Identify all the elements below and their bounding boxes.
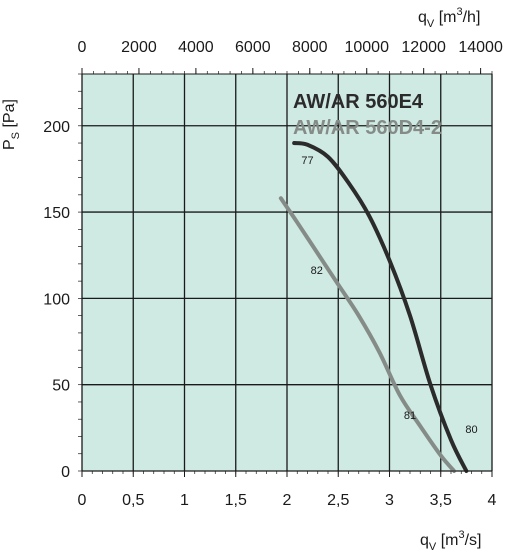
x-top-tick-label: 8000 <box>292 39 328 56</box>
series-group <box>278 141 469 473</box>
y-axis-title: PS [Pa] <box>1 99 22 150</box>
tick-marks <box>78 68 493 477</box>
legend-series-2: AW/AR 560D4-2 <box>293 117 442 139</box>
series-line-2 <box>278 196 457 473</box>
curve-efficiency-label: 80 <box>465 424 477 436</box>
x-top-axis-title: qV [m3/h] <box>418 6 480 30</box>
series-line-1 <box>292 141 469 473</box>
x-top-tick-label: 10000 <box>344 39 389 56</box>
x-bottom-tick-label: 1,5 <box>225 492 247 509</box>
curve-efficiency-label: 81 <box>404 410 416 422</box>
x-top-tick-label: 2000 <box>121 39 157 56</box>
y-tick-label: 0 <box>61 464 70 481</box>
y-tick-label: 150 <box>43 205 70 222</box>
x-top-tick-label: 4000 <box>178 39 214 56</box>
y-tick-label: 50 <box>52 378 70 395</box>
x-top-tick-label: 0 <box>78 39 87 56</box>
x-bottom-tick-label: 4 <box>488 492 497 509</box>
plot-frame <box>81 73 493 472</box>
tick-labels: 0 0,5 1 1,5 2 2,5 3 3,5 40 2000 4000 6000 8000 10000 1… <box>43 39 503 509</box>
curve-efficiency-label: 77 <box>301 155 313 167</box>
x-bottom-tick-label: 3 <box>385 492 394 509</box>
x-bottom-tick-label: 2,5 <box>327 492 349 509</box>
curve-annotations: 77 82 81 80 <box>301 155 477 436</box>
curve-efficiency-label: 82 <box>311 265 323 277</box>
x-bottom-tick-label: 1 <box>180 492 189 509</box>
x-bottom-tick-label: 0 <box>78 492 87 509</box>
legend-series-1: AW/AR 560E4 <box>293 91 424 113</box>
y-tick-label: 100 <box>43 291 70 308</box>
x-bottom-tick-label: 2 <box>283 492 292 509</box>
x-bottom-tick-label: 0,5 <box>122 492 144 509</box>
x-bottom-tick-label: 3,5 <box>430 492 452 509</box>
x-top-tick-label: 14000 <box>458 39 503 56</box>
x-top-tick-label: 6000 <box>235 39 271 56</box>
x-bottom-axis-title: qV [m3/s] <box>420 529 481 553</box>
x-top-tick-label: 12000 <box>401 39 446 56</box>
y-tick-label: 200 <box>43 119 70 136</box>
